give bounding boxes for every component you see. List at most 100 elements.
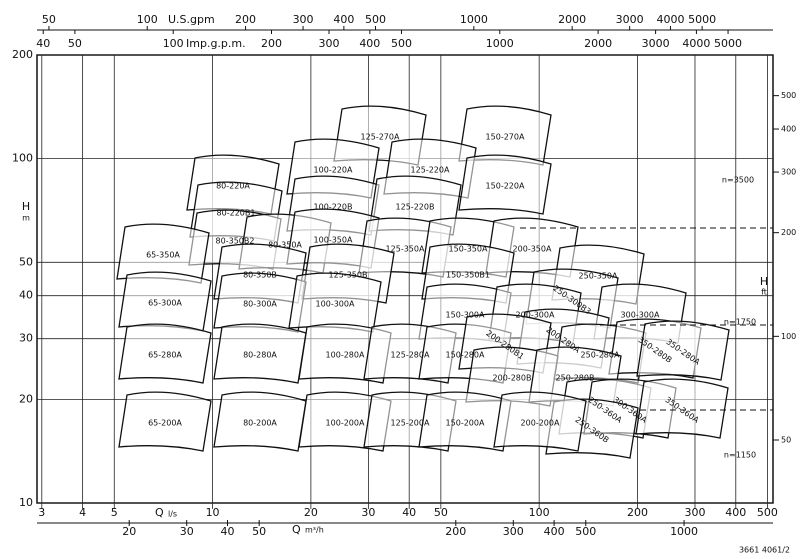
y-tick-label: 30 xyxy=(19,332,33,345)
x2-tick-label: 200 xyxy=(445,525,466,538)
pump-label: 80-300A xyxy=(243,300,277,309)
x-tick-label: 20 xyxy=(304,506,318,519)
y2-tick-label: 300 xyxy=(781,168,796,177)
pump-label: 250-280A xyxy=(581,351,620,360)
pump-label: 300-300A xyxy=(621,311,660,320)
speed-lines xyxy=(520,227,773,411)
x-tick-label: 200 xyxy=(627,506,648,519)
pump-label: 200-280B xyxy=(493,374,532,383)
pump-label: 125-270A xyxy=(361,133,400,142)
pump-tile xyxy=(118,323,212,384)
pump-label: 65-350A xyxy=(146,251,180,260)
top-tick-label: 3000 xyxy=(616,13,644,26)
x2-tick-label: 20 xyxy=(122,525,136,538)
x2-tick-label: 50 xyxy=(252,525,266,538)
top-tick-label: 50 xyxy=(42,13,56,26)
y-tick-label: 50 xyxy=(19,255,33,268)
top2-tick-label: 1000 xyxy=(486,37,514,50)
pump-tile xyxy=(418,391,512,452)
top-tick-label: 300 xyxy=(293,13,314,26)
x-tick-label: 500 xyxy=(757,506,778,519)
pump-label: 125-200A xyxy=(391,419,430,428)
top2-tick-label: 500 xyxy=(391,37,412,50)
pump-label: 100-350A xyxy=(314,236,353,245)
x-tick-label: 40 xyxy=(402,506,416,519)
speed-label: n=1750 xyxy=(724,318,756,327)
pump-label: 65-200A xyxy=(148,419,182,428)
x2-tick-label: 400 xyxy=(544,525,565,538)
pump-tile xyxy=(213,323,307,384)
y-axis-label: H xyxy=(22,200,30,213)
pump-label: 100-200A xyxy=(326,419,365,428)
pump-label: 80-350B2 xyxy=(216,237,255,246)
pump-label: 125-220A xyxy=(411,166,450,175)
x-tick-label: 400 xyxy=(725,506,746,519)
pump-label: 150-280A xyxy=(446,351,485,360)
y2-axis-unit: ft xyxy=(761,288,767,297)
pump-label: 80-220A xyxy=(216,182,250,191)
top-tick-label: 200 xyxy=(235,13,256,26)
y-tick-label: 10 xyxy=(19,496,33,509)
pump-label: 200-200A xyxy=(521,419,560,428)
y-axis-unit: m xyxy=(22,214,30,223)
top-tick-label: 2000 xyxy=(558,13,586,26)
pump-label: 150-220A xyxy=(486,182,525,191)
top2-axis-label: Imp.g.p.m. xyxy=(186,37,246,50)
top2-tick-label: 50 xyxy=(68,37,82,50)
pump-tile xyxy=(635,378,729,439)
pump-tile xyxy=(458,154,552,215)
x-axis-label: Q xyxy=(155,506,164,519)
pump-label: 150-350B1 xyxy=(446,271,490,280)
pump-label: 100-220A xyxy=(314,166,353,175)
top2-tick-label: 300 xyxy=(319,37,340,50)
pump-label: 200-300A xyxy=(516,311,555,320)
pump-label: 100-300A xyxy=(316,300,355,309)
top2-tick-label: 4000 xyxy=(682,37,710,50)
pump-label: 150-350A xyxy=(449,245,488,254)
pump-label: 150-300A xyxy=(446,311,485,320)
y2-tick-label: 500 xyxy=(781,91,796,100)
top2-tick-label: 5000 xyxy=(714,37,742,50)
x-axis-unit: l/s xyxy=(168,510,177,519)
x-tick-label: 30 xyxy=(361,506,375,519)
pump-label: 80-280A xyxy=(243,351,277,360)
y-tick-label: 20 xyxy=(19,392,33,405)
x-tick-label: 50 xyxy=(434,506,448,519)
y2-tick-label: 400 xyxy=(781,125,796,134)
top2-tick-label: 40 xyxy=(36,37,50,50)
x-tick-label: 4 xyxy=(79,506,86,519)
pump-label: 80-220B1 xyxy=(217,209,256,218)
x-tick-label: 10 xyxy=(206,506,220,519)
top-tick-label: 5000 xyxy=(688,13,716,26)
pump-label: 200-350A xyxy=(513,245,552,254)
top-axis-label: U.S.gpm xyxy=(168,13,215,26)
pump-label: 125-220B xyxy=(396,203,435,212)
x2-axis-label: Q xyxy=(292,523,301,536)
top2-tick-label: 400 xyxy=(359,37,380,50)
pump-label: 250-350A xyxy=(579,272,618,281)
pump-label: 125-350B xyxy=(329,271,368,280)
y2-tick-label: 50 xyxy=(781,435,791,444)
pump-label: 150-270A xyxy=(486,133,525,142)
x2-tick-label: 300 xyxy=(503,525,524,538)
pump-label: 125-280A xyxy=(391,351,430,360)
pump-tile xyxy=(636,320,730,381)
top-tick-label: 1000 xyxy=(460,13,488,26)
top2-tick-label: 200 xyxy=(261,37,282,50)
pump-label: 125-350A xyxy=(386,245,425,254)
pump-label: 250-280B xyxy=(556,374,595,383)
x-tick-label: 100 xyxy=(529,506,550,519)
pump-tile xyxy=(493,391,587,452)
y2-tick-label: 100 xyxy=(781,332,796,341)
x-tick-label: 300 xyxy=(684,506,705,519)
pump-tile xyxy=(118,391,212,452)
x-tick-label: 3 xyxy=(38,506,45,519)
top-tick-label: 4000 xyxy=(656,13,684,26)
y-tick-label: 100 xyxy=(12,152,33,165)
x2-tick-label: 40 xyxy=(221,525,235,538)
speed-label: n=3500 xyxy=(722,176,754,185)
y2-tick-label: 200 xyxy=(781,228,796,237)
y2-axis-label: H xyxy=(760,275,768,288)
pump-tile xyxy=(213,391,307,452)
pump-label: 80-350A xyxy=(268,241,302,250)
